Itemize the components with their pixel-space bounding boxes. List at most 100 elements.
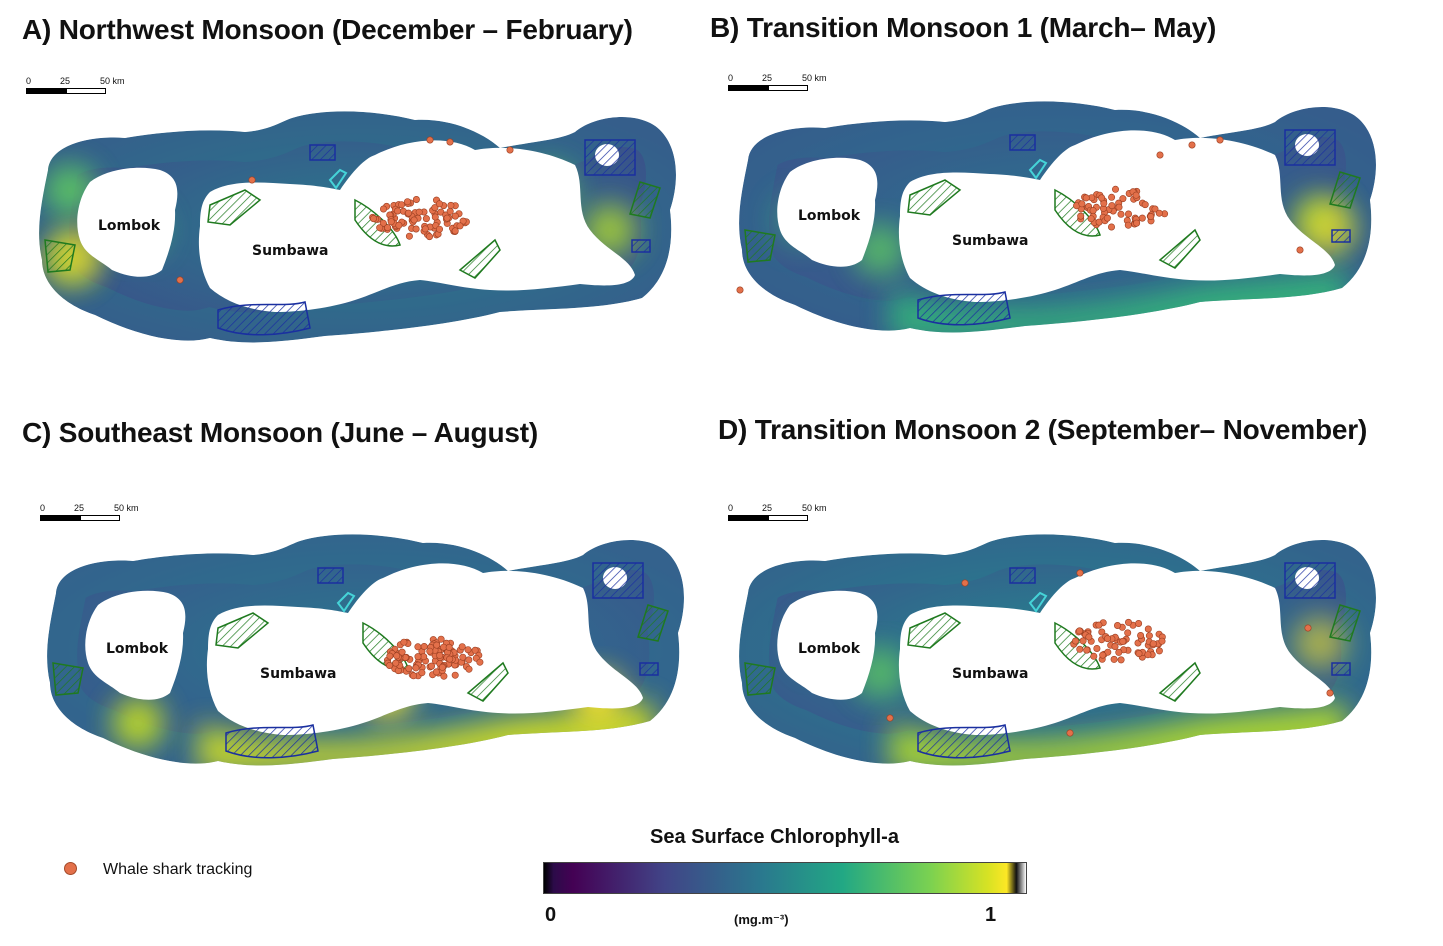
whale-shark-point bbox=[426, 136, 434, 144]
mpa-blue-zone bbox=[1284, 129, 1336, 166]
whale-shark-point bbox=[1079, 637, 1087, 645]
whale-shark-point bbox=[446, 138, 454, 146]
whale-shark-point bbox=[1095, 621, 1103, 629]
whale-shark-point bbox=[1098, 194, 1106, 202]
whale-shark-point bbox=[459, 653, 467, 661]
whale-shark-point bbox=[1124, 210, 1132, 218]
whale-shark-point bbox=[1137, 632, 1145, 640]
scalebar-tick-25: 25 bbox=[60, 76, 71, 86]
whale-shark-point bbox=[394, 207, 402, 215]
whale-shark-point bbox=[403, 198, 411, 206]
panel-a-title: A) Northwest Monsoon (December – Februar… bbox=[22, 14, 633, 45]
whale-shark-point bbox=[464, 646, 472, 654]
whale-shark-point bbox=[471, 646, 479, 654]
whale-shark-point bbox=[446, 207, 454, 215]
whale-shark-tracks bbox=[736, 136, 1304, 294]
colorbar-max-label: 1 bbox=[985, 904, 997, 926]
whale-shark-point bbox=[1090, 652, 1098, 660]
mpa-blue-zone bbox=[917, 291, 1011, 326]
whale-shark-point bbox=[451, 227, 459, 235]
whale-shark-point bbox=[1326, 689, 1334, 697]
whale-shark-point bbox=[176, 276, 184, 284]
whale-shark-point bbox=[432, 668, 440, 676]
whale-shark-point bbox=[1216, 136, 1224, 144]
whale-shark-point bbox=[1111, 185, 1119, 193]
mpa-blue-zone bbox=[1009, 567, 1036, 584]
whale-shark-tracks bbox=[886, 569, 1334, 737]
mpa-blue-zone bbox=[1009, 134, 1036, 151]
whale-shark-point bbox=[1158, 637, 1166, 645]
whale-shark-point bbox=[438, 663, 446, 671]
whale-shark-point bbox=[248, 176, 256, 184]
whale-shark-point bbox=[1124, 221, 1132, 229]
mpa-green-zone bbox=[907, 612, 962, 649]
whale-shark-point bbox=[376, 224, 384, 232]
mpa-blue-zone bbox=[917, 724, 1011, 759]
scalebar-tick-0: 0 bbox=[728, 73, 734, 83]
whale-shark-point bbox=[405, 665, 413, 673]
whale-shark-marker-icon bbox=[64, 862, 77, 875]
whale-shark-point bbox=[415, 208, 423, 216]
mpa-green-zone bbox=[44, 239, 76, 273]
whale-shark-point bbox=[446, 655, 454, 663]
whale-shark-point bbox=[1108, 193, 1116, 201]
mpa-green-zone bbox=[215, 612, 270, 649]
whale-shark-point bbox=[1117, 210, 1125, 218]
whale-shark-point bbox=[420, 643, 428, 651]
scalebar-d: 0 25 50 km bbox=[728, 503, 838, 525]
scalebar-tick-25: 25 bbox=[74, 503, 85, 513]
mpa-blue-zone bbox=[592, 562, 644, 599]
lombok-island bbox=[77, 167, 178, 277]
whale-shark-point bbox=[386, 652, 394, 660]
whale-shark-point bbox=[1138, 214, 1146, 222]
whale-shark-point bbox=[1296, 246, 1304, 254]
whale-shark-point bbox=[414, 653, 422, 661]
whale-shark-point bbox=[398, 201, 406, 209]
whale-shark-point bbox=[1089, 207, 1097, 215]
whale-shark-point bbox=[476, 658, 484, 666]
whale-shark-point bbox=[398, 648, 406, 656]
mpa-blue-zone bbox=[225, 724, 319, 759]
whale-shark-point bbox=[1085, 633, 1093, 641]
whale-shark-point bbox=[1083, 646, 1091, 654]
whale-shark-point bbox=[1099, 651, 1107, 659]
colorbar-unit-label: (mg.m⁻³) bbox=[734, 912, 789, 927]
whale-shark-point bbox=[435, 200, 443, 208]
scalebar-tick-50: 50 km bbox=[802, 503, 827, 513]
whale-shark-point bbox=[465, 656, 473, 664]
whale-shark-point bbox=[427, 662, 435, 670]
scalebar-tick-50: 50 km bbox=[100, 76, 125, 86]
whale-shark-point bbox=[1103, 635, 1111, 643]
mpa-blue-zone bbox=[317, 567, 344, 584]
island-label-lombok: Lombok bbox=[798, 641, 861, 657]
mpa-blue-zone bbox=[1331, 662, 1351, 676]
mpa-green-zone bbox=[744, 229, 776, 263]
whale-shark-point bbox=[506, 146, 514, 154]
whale-shark-point bbox=[436, 651, 444, 659]
whale-shark-point bbox=[1135, 650, 1143, 658]
whale-shark-point bbox=[1093, 645, 1101, 653]
whale-shark-point bbox=[387, 218, 395, 226]
whale-shark-point bbox=[422, 215, 430, 223]
panel-c-title: C) Southeast Monsoon (June – August) bbox=[22, 417, 538, 448]
mpa-green-zone bbox=[629, 181, 661, 219]
whale-shark-point bbox=[1071, 637, 1079, 645]
mpa-cyan-zone bbox=[1028, 591, 1048, 613]
whale-shark-point bbox=[425, 233, 433, 241]
island-label-sumbawa: Sumbawa bbox=[260, 666, 337, 682]
whale-shark-point bbox=[1147, 213, 1155, 221]
whale-shark-legend-label: Whale shark tracking bbox=[103, 861, 253, 878]
island-label-lombok: Lombok bbox=[798, 208, 861, 224]
whale-shark-point bbox=[412, 225, 420, 233]
whale-shark-point bbox=[421, 225, 429, 233]
map-panel-a: Lombok Sumbawa bbox=[39, 111, 676, 343]
whale-shark-point bbox=[1133, 219, 1141, 227]
whale-shark-point bbox=[412, 196, 420, 204]
mpa-green-zone bbox=[52, 662, 84, 696]
whale-shark-point bbox=[1304, 624, 1312, 632]
whale-shark-point bbox=[1111, 643, 1119, 651]
whale-shark-point bbox=[379, 205, 387, 213]
whale-shark-point bbox=[1156, 151, 1164, 159]
island-label-sumbawa: Sumbawa bbox=[952, 666, 1029, 682]
whale-shark-point bbox=[1144, 651, 1152, 659]
